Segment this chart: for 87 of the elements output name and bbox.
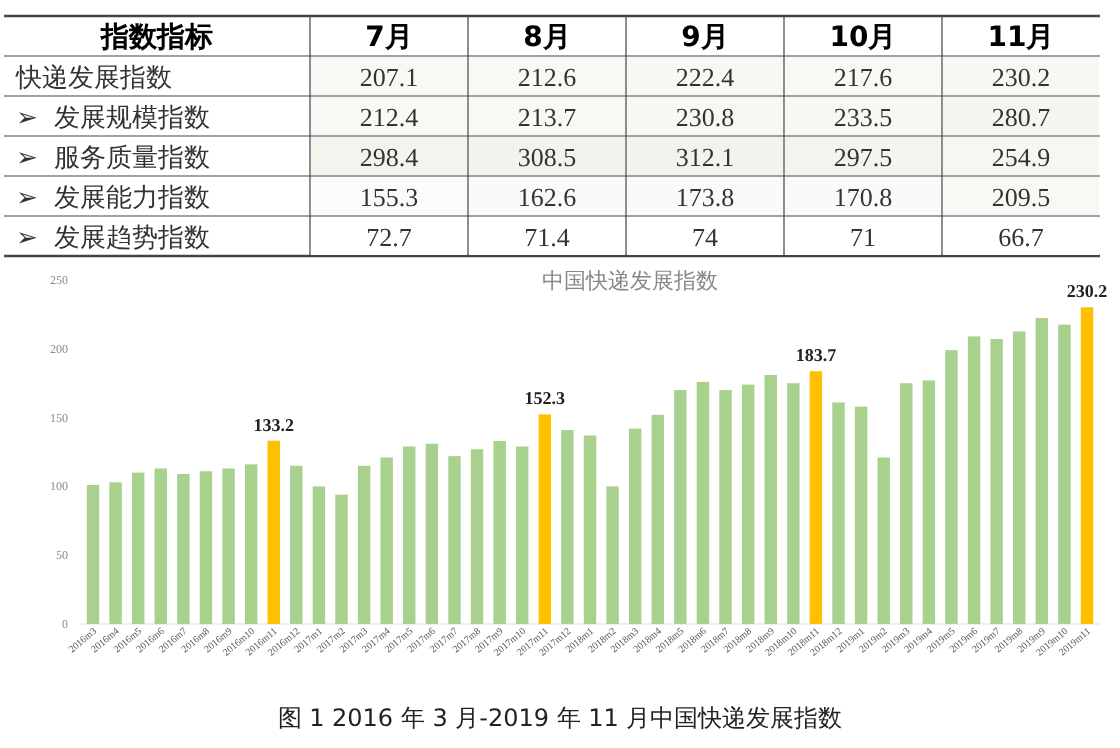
bar [177,474,190,624]
bar [493,440,506,624]
bar [516,446,529,624]
bar [990,339,1003,624]
bar [674,390,687,624]
bar [109,482,122,624]
bar [380,457,393,624]
data-label: 152.3 [524,388,567,409]
data-label: 213.7 [517,102,578,132]
bar [1058,324,1071,624]
y-tick-label: 快递发展指数 [14,64,172,94]
bar [967,336,981,624]
text: 指数指标 [99,22,213,54]
bar [696,381,710,624]
bar [267,440,280,624]
bar [854,406,868,624]
bar [199,471,213,624]
data-label: 173.8 [675,182,735,212]
data-label: 308.5 [517,142,577,172]
caption: 图 1 2016 年 3 月-2019 年 11 月中国快递发展指数 [277,704,843,732]
data-label: 162.6 [517,182,578,212]
data-label: 71.4 [524,222,571,252]
data-label: 312.1 [675,142,735,172]
data-label: 254.9 [991,142,1051,172]
data-label: 155.3 [359,182,419,212]
data-label: 298.4 [359,142,420,172]
y-tick-label: ➢ 发展规模指数 [16,104,211,134]
bar [470,449,484,624]
bar [335,494,348,624]
data-label: 280.7 [991,102,1052,132]
bar [312,486,326,624]
data-label: 72.7 [366,222,413,252]
bar [561,429,574,624]
bar [1080,307,1094,624]
bar [1035,317,1049,624]
x-tick-label: 7月 [365,22,413,54]
bar [900,383,913,624]
data-label: 230.2 [991,62,1051,92]
x-tick-label: 11月 [987,22,1055,54]
bar [787,383,800,624]
bar [290,465,303,624]
data-label: 212.6 [517,62,578,92]
bar [357,465,371,624]
bar [1013,331,1026,624]
data-label: 212.4 [359,102,420,132]
bar [222,468,235,624]
bar [583,435,597,624]
bar [628,428,642,624]
y-tick-label: ➢ 发展能力指数 [16,184,211,214]
data-label: 209.5 [991,182,1051,212]
bar [131,472,145,624]
data-label: 297.5 [833,142,893,172]
x-tick-label: 10月 [829,22,897,54]
x-tick-label: 8月 [523,22,571,54]
data-label: 133.2 [253,414,295,435]
bar [719,390,732,624]
data-label: 222.4 [675,62,736,92]
bar [945,350,958,624]
bar [832,402,845,624]
data-label: 170.8 [833,182,893,212]
bar [606,486,619,624]
data-label: 230.2 [1066,281,1109,302]
chart-title: 中国快递发展指数 [542,268,718,294]
bar [877,457,890,624]
bar [403,446,416,624]
bar [448,456,461,624]
y-tick-label: ➢ 服务质量指数 [16,144,211,174]
bar [86,485,100,624]
data-label: 233.5 [833,102,893,132]
data-label: 66.7 [998,222,1045,252]
data-label: 230.8 [675,102,735,132]
y-tick-label: ➢ 发展趋势指数 [16,224,211,254]
bar [425,443,439,624]
data-label: 183.7 [795,345,838,366]
data-label: 217.6 [833,62,894,92]
bar [538,414,552,624]
bar [922,380,936,624]
data-label: 71 [850,222,876,252]
bar [809,371,823,624]
bar [651,414,664,624]
data-label: 74 [692,222,719,252]
bar [741,384,755,624]
bar [154,468,167,624]
data-label: 207.1 [359,62,419,92]
bar [764,374,777,624]
bar [244,464,258,624]
x-tick-label: 9月 [681,22,729,54]
